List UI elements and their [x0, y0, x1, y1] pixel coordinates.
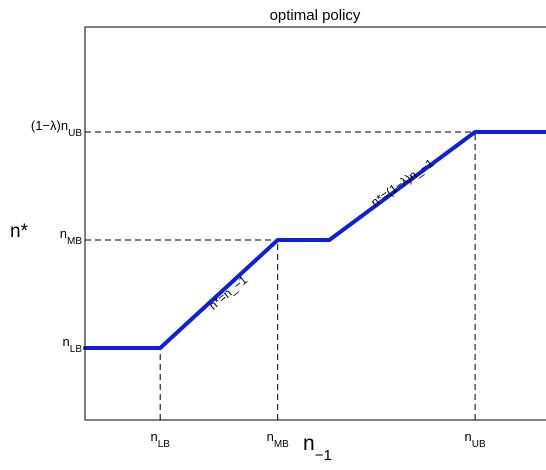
- x-tick-lb: nLB: [150, 429, 170, 450]
- svg-text:n−1: n−1: [303, 432, 332, 464]
- x-tick-mb-sub: MB: [274, 439, 289, 450]
- x-tick-mb: nMB: [267, 429, 290, 450]
- x-tick-ub-sub: UB: [472, 439, 486, 450]
- x-tick-lb-main: n: [150, 429, 157, 444]
- x-axis-label-main: n: [303, 432, 315, 455]
- plot-frame: [84, 26, 546, 421]
- y-tick-mb-main: n: [60, 226, 67, 241]
- guide-lines: [85, 131, 476, 420]
- annotation-scaled: n*=(1−λ)n_−1: [368, 156, 436, 210]
- x-tick-lb-sub: LB: [158, 439, 171, 450]
- y-axis-label: n*: [10, 221, 29, 242]
- y-tick-ub: (1−λ)nUB: [31, 118, 82, 139]
- annotations: n*=n_−1 n*=(1−λ)n_−1: [206, 156, 436, 313]
- x-axis-label-sub: −1: [315, 447, 332, 464]
- y-axis-label-text: n*: [10, 221, 29, 242]
- y-tick-mb-sub: MB: [67, 236, 82, 247]
- x-tick-mb-main: n: [267, 429, 274, 444]
- x-tick-ub-main: n: [465, 429, 472, 444]
- chart-title: optimal policy: [270, 7, 361, 24]
- y-tick-ub-main: (1−λ)n: [31, 118, 68, 133]
- series-line-0: [83, 130, 546, 350]
- annotation-identity: n*=n_−1: [206, 273, 250, 313]
- series-lines: [83, 130, 546, 350]
- y-tick-lb-sub: LB: [70, 344, 83, 355]
- y-tick-lb-main: n: [63, 334, 70, 349]
- y-tick-ub-sub: UB: [68, 128, 82, 139]
- x-tick-ub: nUB: [465, 429, 486, 450]
- x-axis-label: n−1: [303, 432, 332, 464]
- y-tick-lb: nLB: [63, 334, 83, 355]
- y-tick-mb: nMB: [60, 226, 83, 247]
